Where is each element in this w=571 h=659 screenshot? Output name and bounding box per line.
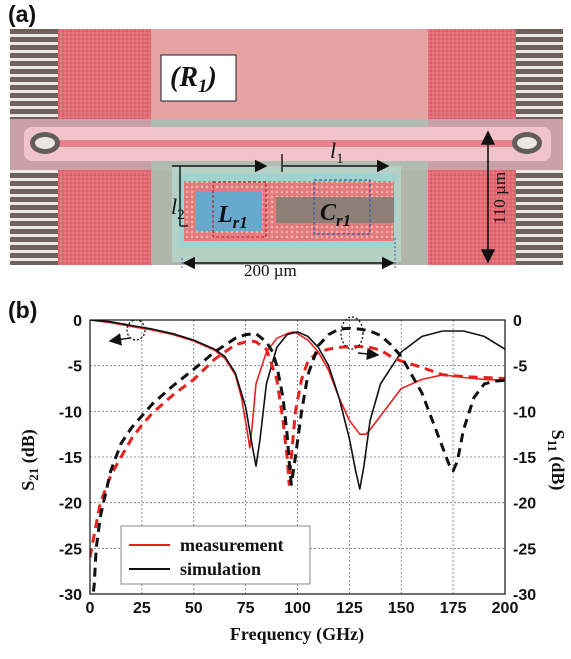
- y-right-tick-label: -15: [513, 450, 536, 467]
- capacitor-box: [313, 179, 371, 235]
- y-left-tick-labels: 0 -5 -10 -15 -20 -25 -30: [59, 313, 82, 604]
- height-dimension: 110 µm: [480, 130, 509, 264]
- x-tick-label: 175: [440, 600, 467, 617]
- panel-a-label: (a): [8, 1, 36, 27]
- y-right-tick-label: -30: [513, 587, 536, 604]
- resonator-name-box: (R1): [160, 54, 237, 102]
- l2-dimension: l2: [171, 159, 268, 227]
- x-tick-labels: 0 25 50 75 100 125 150 175 200: [86, 600, 519, 617]
- l1-dimension: l1: [281, 138, 390, 173]
- capacitor-gap: [276, 197, 394, 223]
- panel-b-label: (b): [8, 297, 37, 323]
- inductor-box: [212, 181, 267, 238]
- y-right-tick-label: -10: [513, 404, 536, 421]
- x-tick-label: 25: [133, 600, 151, 617]
- y-left-tick-label: 0: [73, 313, 82, 330]
- y-left-axis-title: S21 (dB): [18, 429, 41, 491]
- panel-b: (b) 0 25 50 75 100 125 150 175 200 0 -5 -10 -15 -20 -…: [8, 297, 568, 645]
- y-left-tick-label: -15: [59, 450, 82, 467]
- y-right-tick-label: 0: [513, 313, 522, 330]
- x-axis-title: Frequency (GHz): [230, 624, 364, 645]
- resonator-label-close: ): [205, 62, 217, 93]
- height-dim-label: 110 µm: [490, 172, 509, 224]
- y-right-tick-label: -25: [513, 541, 536, 558]
- l2-label: l2: [171, 194, 185, 223]
- y-left-tick-label: -10: [59, 404, 82, 421]
- probe-pad-bottom-right: [516, 170, 563, 265]
- x-tick-label: 200: [492, 600, 519, 617]
- series-group: [90, 320, 505, 594]
- x-tick-label: 125: [336, 600, 363, 617]
- x-tick-label: 50: [185, 600, 203, 617]
- inductor-core: [196, 191, 262, 231]
- simulation-s11-line: [91, 326, 505, 594]
- legend: measurement simulation: [120, 525, 311, 585]
- y-right-tick-labels: 0 -5 -10 -15 -20 -25 -30: [513, 313, 536, 604]
- probe-pad-top-left: [10, 29, 58, 119]
- measurement-s11-line: [90, 339, 505, 558]
- y-right-tick-label: -20: [513, 496, 536, 513]
- resonator-label-sub: 1: [198, 76, 208, 97]
- y-right-axis-title: S11 (dB): [545, 430, 568, 491]
- chip-micrograph: [10, 29, 563, 270]
- capacitor-label: Cr1: [320, 200, 351, 230]
- x-tick-label: 75: [237, 600, 255, 617]
- measurement-s21-line: [90, 320, 505, 449]
- y-left-tick-label: -20: [59, 496, 82, 513]
- s11-axis-indicator: [340, 316, 380, 361]
- legend-label-measurement: measurement: [180, 535, 284, 555]
- resonator-label: (R: [170, 62, 198, 93]
- plot-frame: [89, 319, 506, 595]
- x-tick-label: 150: [388, 600, 415, 617]
- inductor-label: Lr1: [217, 202, 248, 232]
- simulation-s21-line: [90, 320, 505, 490]
- probe-pad-bottom-left: [10, 170, 58, 265]
- width-dim-label: 200 µm: [244, 261, 297, 280]
- width-dimension: 200 µm: [182, 256, 395, 280]
- legend-label-simulation: simulation: [180, 559, 261, 579]
- panel-a: (a): [8, 1, 563, 280]
- y-left-tick-label: -30: [59, 587, 82, 604]
- signal-line: [40, 140, 530, 147]
- probe-pad-top-right: [516, 29, 563, 119]
- l1-label: l1: [330, 138, 344, 167]
- x-tick-label: 100: [284, 600, 311, 617]
- x-tick-label: 0: [86, 600, 95, 617]
- s21-axis-indicator: [108, 319, 146, 346]
- y-left-tick-label: -5: [68, 359, 82, 376]
- svg-text:(R1): (R1): [170, 62, 217, 97]
- y-right-tick-label: -5: [513, 359, 527, 376]
- y-left-tick-label: -25: [59, 541, 82, 558]
